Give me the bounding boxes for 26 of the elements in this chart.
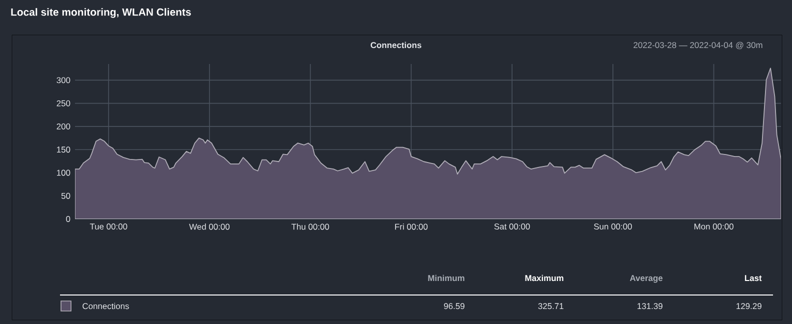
text: Maximum — [525, 274, 564, 282]
y-tick-label: 200 — [56, 123, 70, 130]
x-tick-label: Fri 00:00 — [395, 224, 428, 230]
y-tick-label: 50 — [61, 192, 70, 199]
y-tick-label: 250 — [56, 100, 70, 106]
text: 96.59 — [444, 303, 464, 310]
y-tick-label: 300 — [56, 77, 70, 84]
chart-title: Local site monitoring, WLAN Clients — [11, 8, 191, 18]
text: 325.71 — [538, 303, 564, 310]
chart-subtitle: Connections — [370, 42, 422, 48]
legend-label: Connections — [82, 302, 129, 310]
x-tick-label: Sat 00:00 — [494, 224, 530, 230]
y-tick-label: 150 — [56, 146, 70, 153]
text: 129.29 — [736, 303, 762, 310]
text: Average — [630, 275, 663, 283]
text: 2022-03-28 — 2022-04-04 @ 30m — [634, 42, 762, 50]
x-tick-label: Tue 00:00 — [90, 224, 128, 230]
y-tick-label: 0 — [66, 216, 70, 222]
x-tick-label: Mon 00:00 — [694, 224, 734, 230]
x-tick-label: Sun 00:00 — [594, 224, 632, 230]
x-tick-label: Thu 00:00 — [291, 224, 330, 230]
x-tick-label: Wed 00:00 — [189, 224, 230, 230]
text: Minimum — [428, 274, 464, 282]
text: Last — [744, 275, 762, 282]
y-tick-label: 100 — [56, 170, 70, 176]
text: 131.39 — [638, 303, 662, 310]
